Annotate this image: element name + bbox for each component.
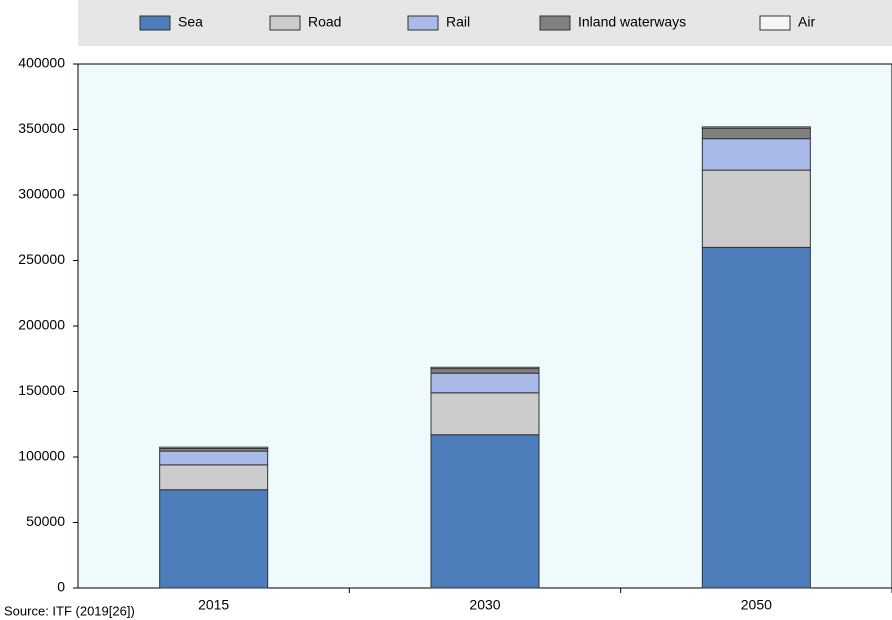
y-tick-label: 50000 <box>26 513 65 529</box>
legend-label: Inland waterways <box>578 14 686 30</box>
y-tick-label: 400000 <box>18 55 65 71</box>
y-tick-label: 300000 <box>18 186 65 202</box>
legend-label: Sea <box>178 14 203 30</box>
bar-segment <box>159 446 269 449</box>
x-tick-label: 2050 <box>741 597 772 613</box>
bar-segment <box>701 246 811 589</box>
bar-segment <box>430 372 540 394</box>
bar-segment <box>430 434 540 589</box>
y-tick-label: 100000 <box>18 448 65 464</box>
legend-swatch <box>759 15 791 31</box>
bar-segment <box>701 126 811 129</box>
legend-label: Rail <box>446 14 470 30</box>
legend-label: Road <box>308 14 341 30</box>
bar-segment <box>701 127 811 140</box>
bar-segment <box>159 450 269 466</box>
bar-segment <box>701 169 811 248</box>
bar-segment <box>159 464 269 491</box>
bar-segment <box>430 366 540 370</box>
y-tick-label: 150000 <box>18 382 65 398</box>
x-tick-label: 2030 <box>469 597 500 613</box>
legend-label: Air <box>798 14 815 30</box>
bar-segment <box>159 489 269 589</box>
legend-background <box>78 0 892 46</box>
y-tick-label: 350000 <box>18 120 65 136</box>
y-tick-label: 250000 <box>18 251 65 267</box>
legend-swatch <box>269 15 301 31</box>
x-tick-label: 2015 <box>198 597 229 613</box>
legend-swatch <box>139 15 171 31</box>
bar-segment <box>430 368 540 374</box>
y-tick-label: 200000 <box>18 317 65 333</box>
legend-swatch <box>539 15 571 31</box>
bar-segment <box>430 392 540 436</box>
source-note: Source: ITF (2019[26]) <box>4 603 135 618</box>
y-tick-label: 0 <box>57 579 65 595</box>
bar-segment <box>701 138 811 171</box>
legend-swatch <box>407 15 439 31</box>
